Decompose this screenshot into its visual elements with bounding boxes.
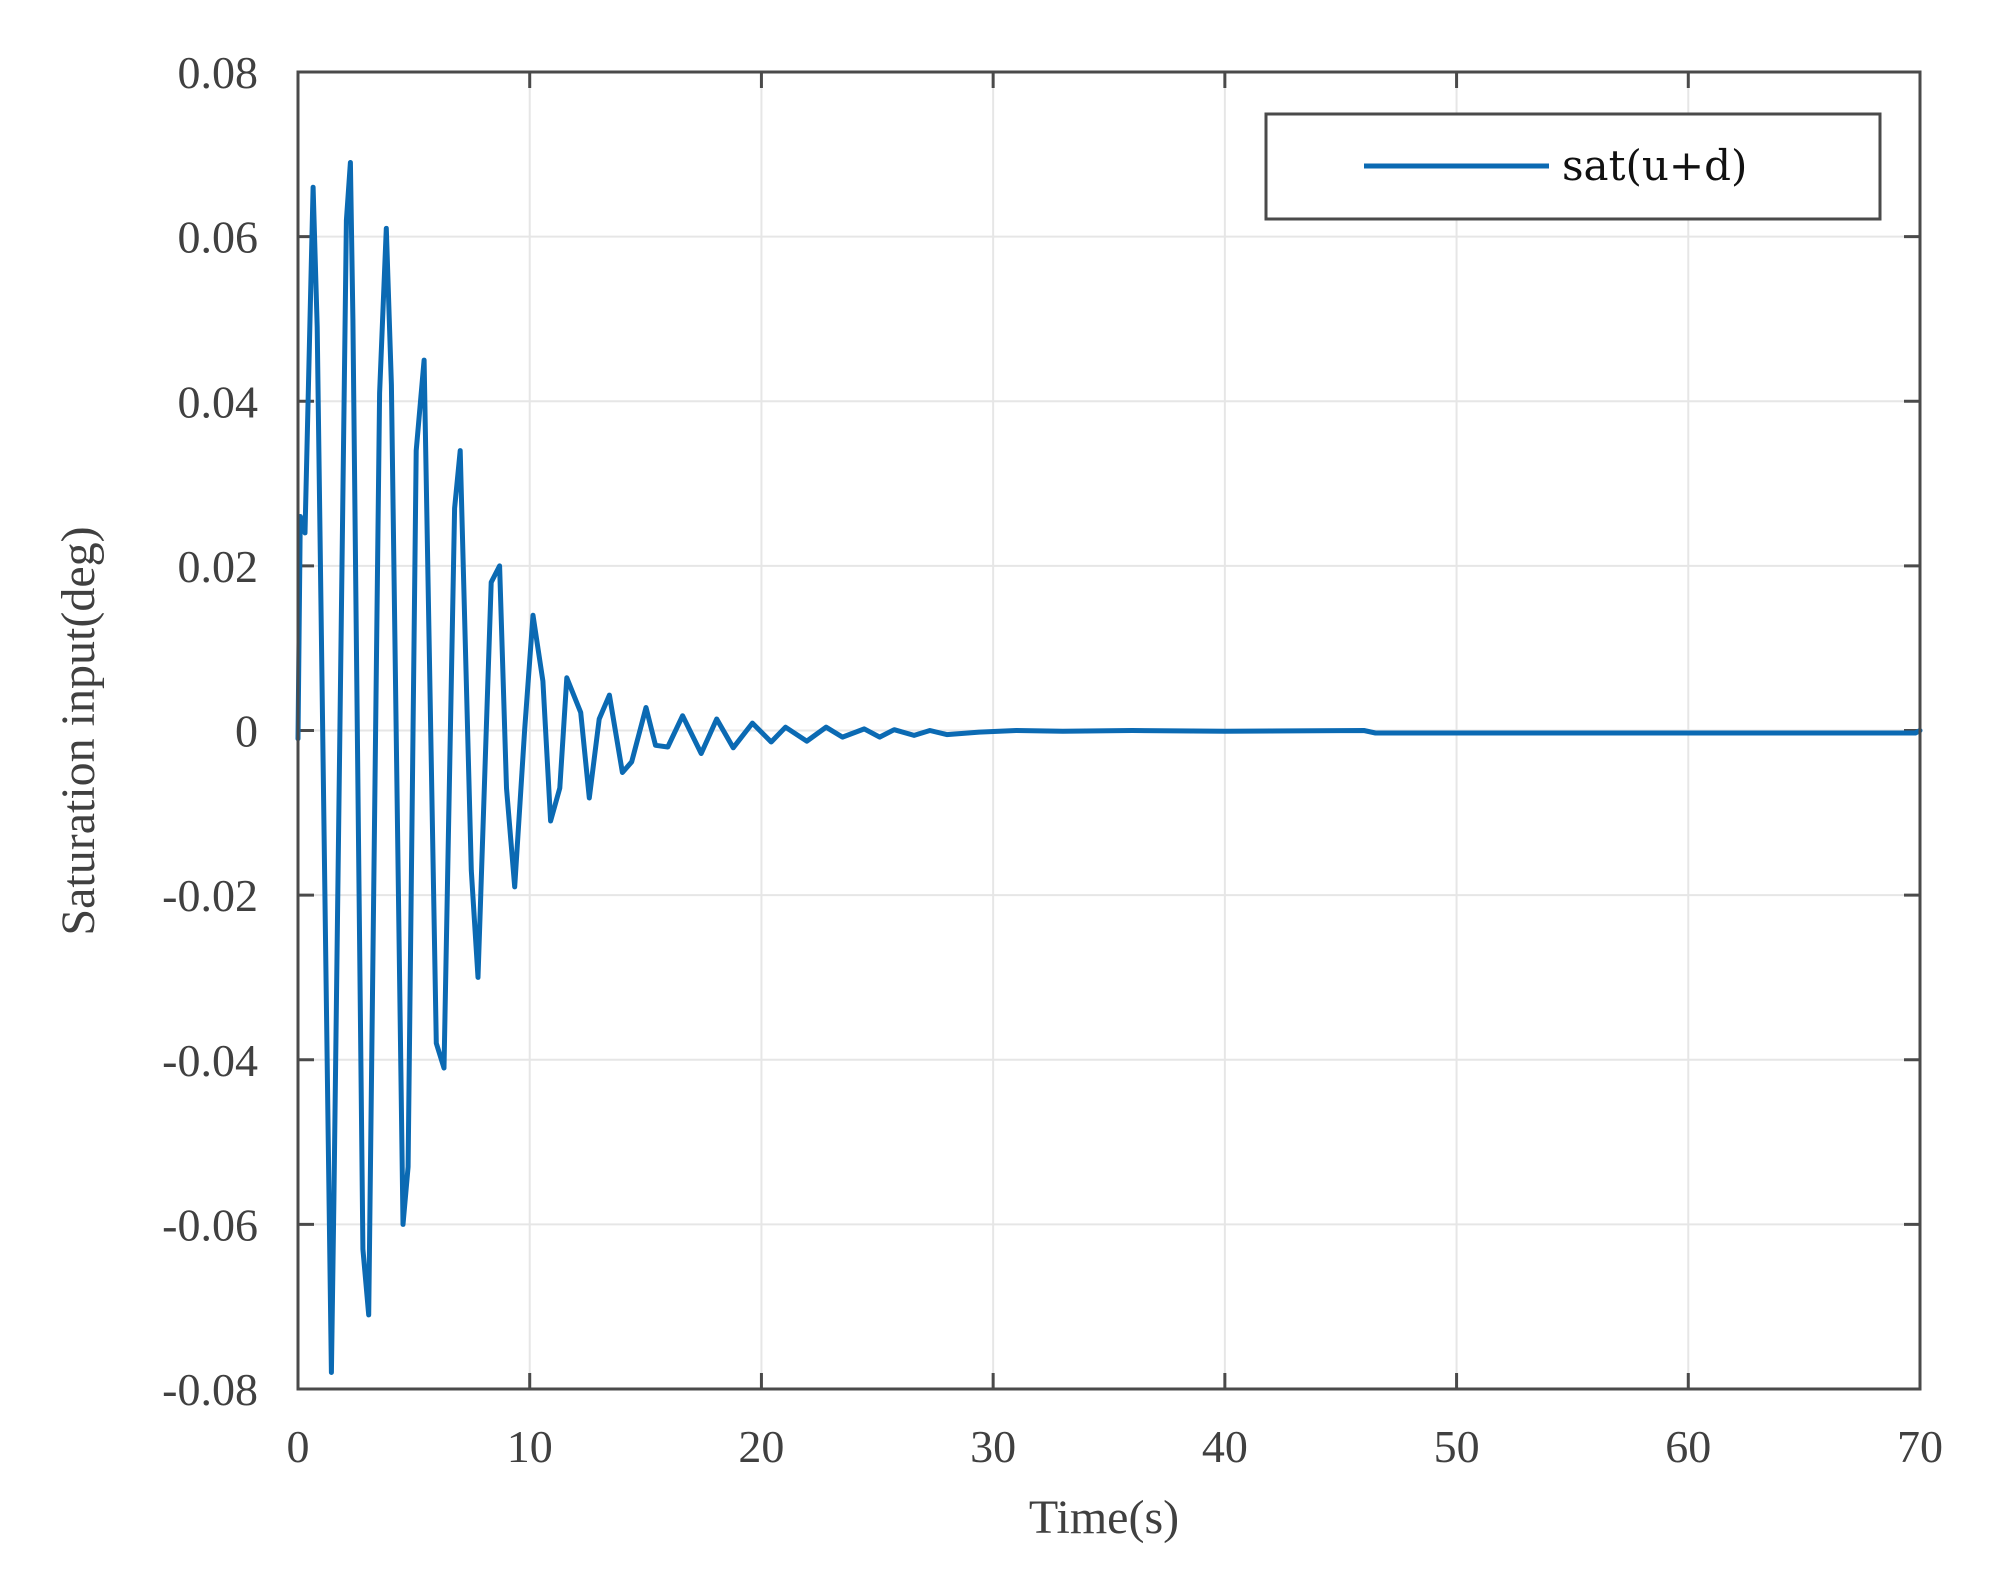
x-tick-label: 30: [970, 1421, 1016, 1472]
y-tick-label: 0.08: [178, 47, 259, 98]
y-tick-label: -0.02: [162, 870, 258, 921]
y-tick-label: -0.04: [162, 1035, 258, 1086]
x-tick-label: 40: [1202, 1421, 1248, 1472]
x-tick-label: 10: [507, 1421, 553, 1472]
y-axis-label: Saturation input(deg): [52, 526, 105, 935]
y-tick-labels: -0.08 -0.06 -0.04 -0.02 0 0.02 0.04 0.06 0.08: [162, 47, 258, 1415]
legend-label: sat(u+d): [1562, 141, 1747, 190]
data-series: [295, 160, 1923, 1375]
x-tick-label: 0: [287, 1421, 310, 1472]
y-tick-label: -0.08: [162, 1364, 258, 1415]
y-tick-label: 0.04: [178, 376, 259, 427]
x-tick-label: 70: [1897, 1421, 1943, 1472]
axes-box: [296, 70, 1922, 1391]
y-tick-label: 0.02: [178, 541, 259, 592]
x-tick-label: 50: [1434, 1421, 1480, 1472]
legend: sat(u+d): [1264, 112, 1882, 221]
series-line: [295, 160, 1923, 1375]
y-tick-label: 0: [235, 706, 258, 757]
gridlines: [298, 72, 1920, 1389]
y-tick-label: 0.06: [178, 212, 259, 263]
x-axis-label: Time(s): [1029, 1491, 1179, 1544]
x-tick-label: 20: [738, 1421, 784, 1472]
x-tick-labels: 0 10 20 30 40 50 60 70: [287, 1421, 1944, 1472]
x-tick-label: 60: [1665, 1421, 1711, 1472]
y-tick-label: -0.06: [162, 1199, 258, 1250]
